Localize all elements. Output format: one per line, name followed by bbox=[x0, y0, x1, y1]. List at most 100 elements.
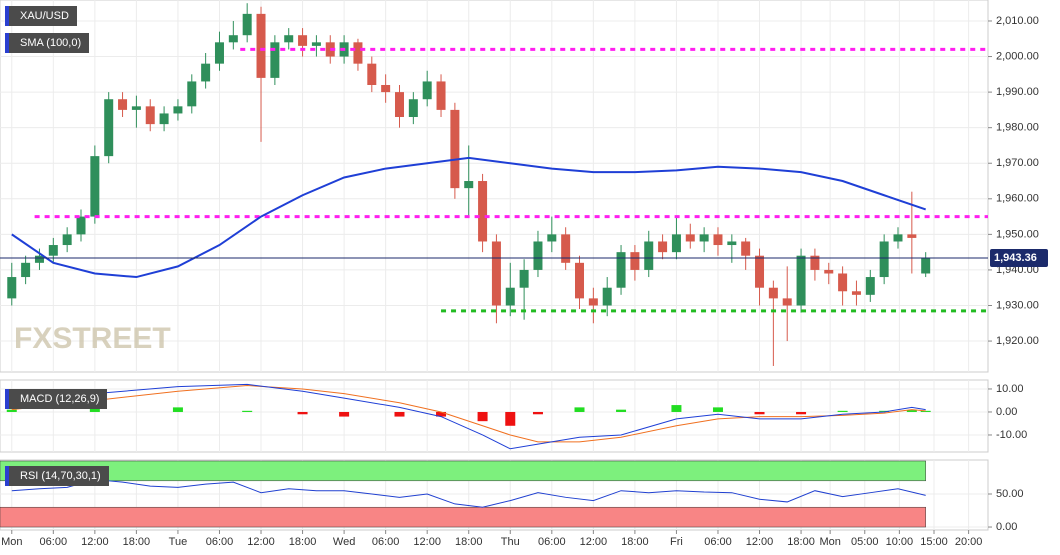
candle-body bbox=[242, 13, 252, 36]
last-price-label: 1,943.36 bbox=[994, 252, 1037, 264]
histogram-bar bbox=[505, 411, 516, 426]
histogram-bar bbox=[394, 411, 405, 417]
histogram-bar bbox=[616, 409, 627, 412]
candle-body bbox=[90, 156, 100, 217]
candle-body bbox=[187, 81, 197, 107]
candle-body bbox=[893, 234, 903, 242]
histogram-bar bbox=[339, 411, 350, 417]
candle-body bbox=[270, 42, 280, 78]
candle-body bbox=[256, 13, 266, 78]
x-tick-label: 06:00 bbox=[538, 536, 566, 548]
x-tick-label: Thu bbox=[501, 536, 520, 548]
candle-body bbox=[381, 84, 391, 93]
histogram-bar bbox=[436, 411, 447, 417]
y-tick-label: 0.00 bbox=[996, 406, 1017, 418]
candle-body bbox=[616, 252, 626, 288]
x-tick-label: 05:00 bbox=[851, 536, 879, 548]
rsi-label: RSI (14,70,30,1) bbox=[5, 466, 109, 486]
candle-body bbox=[104, 99, 114, 157]
x-tick-label: 12:00 bbox=[247, 536, 275, 548]
candle-body bbox=[575, 262, 585, 299]
candle-body bbox=[394, 92, 404, 118]
candle-body bbox=[34, 255, 44, 263]
x-tick-label: Wed bbox=[333, 536, 355, 548]
histogram-bar bbox=[796, 411, 807, 415]
histogram-bar bbox=[297, 411, 308, 415]
y-tick-label: 1,920.00 bbox=[996, 335, 1039, 347]
candle-body bbox=[353, 42, 363, 64]
candle-body bbox=[810, 255, 820, 270]
candle-body bbox=[367, 63, 377, 85]
candle-body bbox=[464, 181, 474, 189]
candle-body bbox=[62, 234, 72, 246]
histogram-bar bbox=[172, 407, 183, 412]
candle-body bbox=[602, 287, 612, 306]
candle-body bbox=[796, 255, 806, 306]
histogram-bar bbox=[879, 410, 890, 412]
candle-body bbox=[630, 252, 640, 270]
candle-body bbox=[824, 269, 834, 274]
histogram-bar bbox=[754, 411, 765, 415]
overbought-band bbox=[0, 460, 926, 482]
candle-body bbox=[644, 241, 654, 270]
rsi-line bbox=[11, 478, 926, 508]
candle-body bbox=[311, 42, 321, 46]
last-price-box bbox=[990, 248, 1048, 267]
x-tick-label: 06:00 bbox=[206, 536, 234, 548]
y-tick-label: 0.00 bbox=[996, 521, 1017, 533]
y-tick-label: 1,960.00 bbox=[996, 193, 1039, 205]
x-tick-label: Tue bbox=[169, 536, 188, 548]
histogram-bar bbox=[532, 411, 543, 415]
y-tick-label: 50.00 bbox=[996, 488, 1024, 500]
x-tick-label: Mon bbox=[1, 536, 22, 548]
watermark: FXSTREET bbox=[14, 322, 171, 355]
candle-body bbox=[768, 287, 778, 299]
candle-body bbox=[588, 298, 598, 306]
x-tick-label: Mon bbox=[819, 536, 840, 548]
x-tick-label: 12:00 bbox=[580, 536, 608, 548]
x-tick-label: 12:00 bbox=[81, 536, 109, 548]
x-tick-label: 15:00 bbox=[920, 536, 948, 548]
histogram-bar bbox=[6, 409, 17, 412]
candle-body bbox=[131, 106, 141, 110]
candle-body bbox=[408, 99, 418, 118]
candle-body bbox=[201, 63, 211, 82]
x-tick-label: Fri bbox=[670, 536, 683, 548]
histogram-bar bbox=[712, 407, 723, 412]
candle-body bbox=[851, 291, 861, 295]
candle-body bbox=[21, 262, 31, 278]
panel-frame bbox=[0, 0, 989, 373]
candle-body bbox=[436, 81, 446, 110]
x-tick-label: 18:00 bbox=[123, 536, 151, 548]
x-tick-label: 10:00 bbox=[886, 536, 914, 548]
x-tick-label: 18:00 bbox=[289, 536, 317, 548]
x-tick-label: 18:00 bbox=[621, 536, 649, 548]
candle-body bbox=[118, 99, 128, 110]
candle-body bbox=[907, 234, 917, 238]
macd-label: MACD (12,26,9) bbox=[5, 389, 108, 409]
candle-body bbox=[699, 234, 709, 242]
candle-body bbox=[921, 257, 931, 274]
x-tick-label: 06:00 bbox=[372, 536, 400, 548]
y-tick-label: 1,930.00 bbox=[996, 299, 1039, 311]
y-tick-label: 1,980.00 bbox=[996, 122, 1039, 134]
candle-body bbox=[741, 241, 751, 256]
candle-body bbox=[658, 241, 668, 253]
y-tick-label: 2,010.00 bbox=[996, 15, 1039, 27]
oversold-band bbox=[0, 506, 926, 528]
candle-body bbox=[533, 241, 543, 270]
sma-label: SMA (100,0) bbox=[5, 33, 90, 53]
candle-body bbox=[671, 234, 681, 253]
x-tick-label: 12:00 bbox=[746, 536, 774, 548]
sma-line bbox=[11, 156, 927, 279]
candle-body bbox=[173, 106, 183, 114]
candle-body bbox=[713, 234, 723, 246]
candle-body bbox=[491, 241, 501, 306]
y-tick-label: 1,970.00 bbox=[996, 157, 1039, 169]
histogram-bar bbox=[242, 410, 253, 412]
candle-body bbox=[76, 216, 86, 235]
candle-body bbox=[519, 269, 529, 288]
candle-body bbox=[7, 277, 17, 299]
